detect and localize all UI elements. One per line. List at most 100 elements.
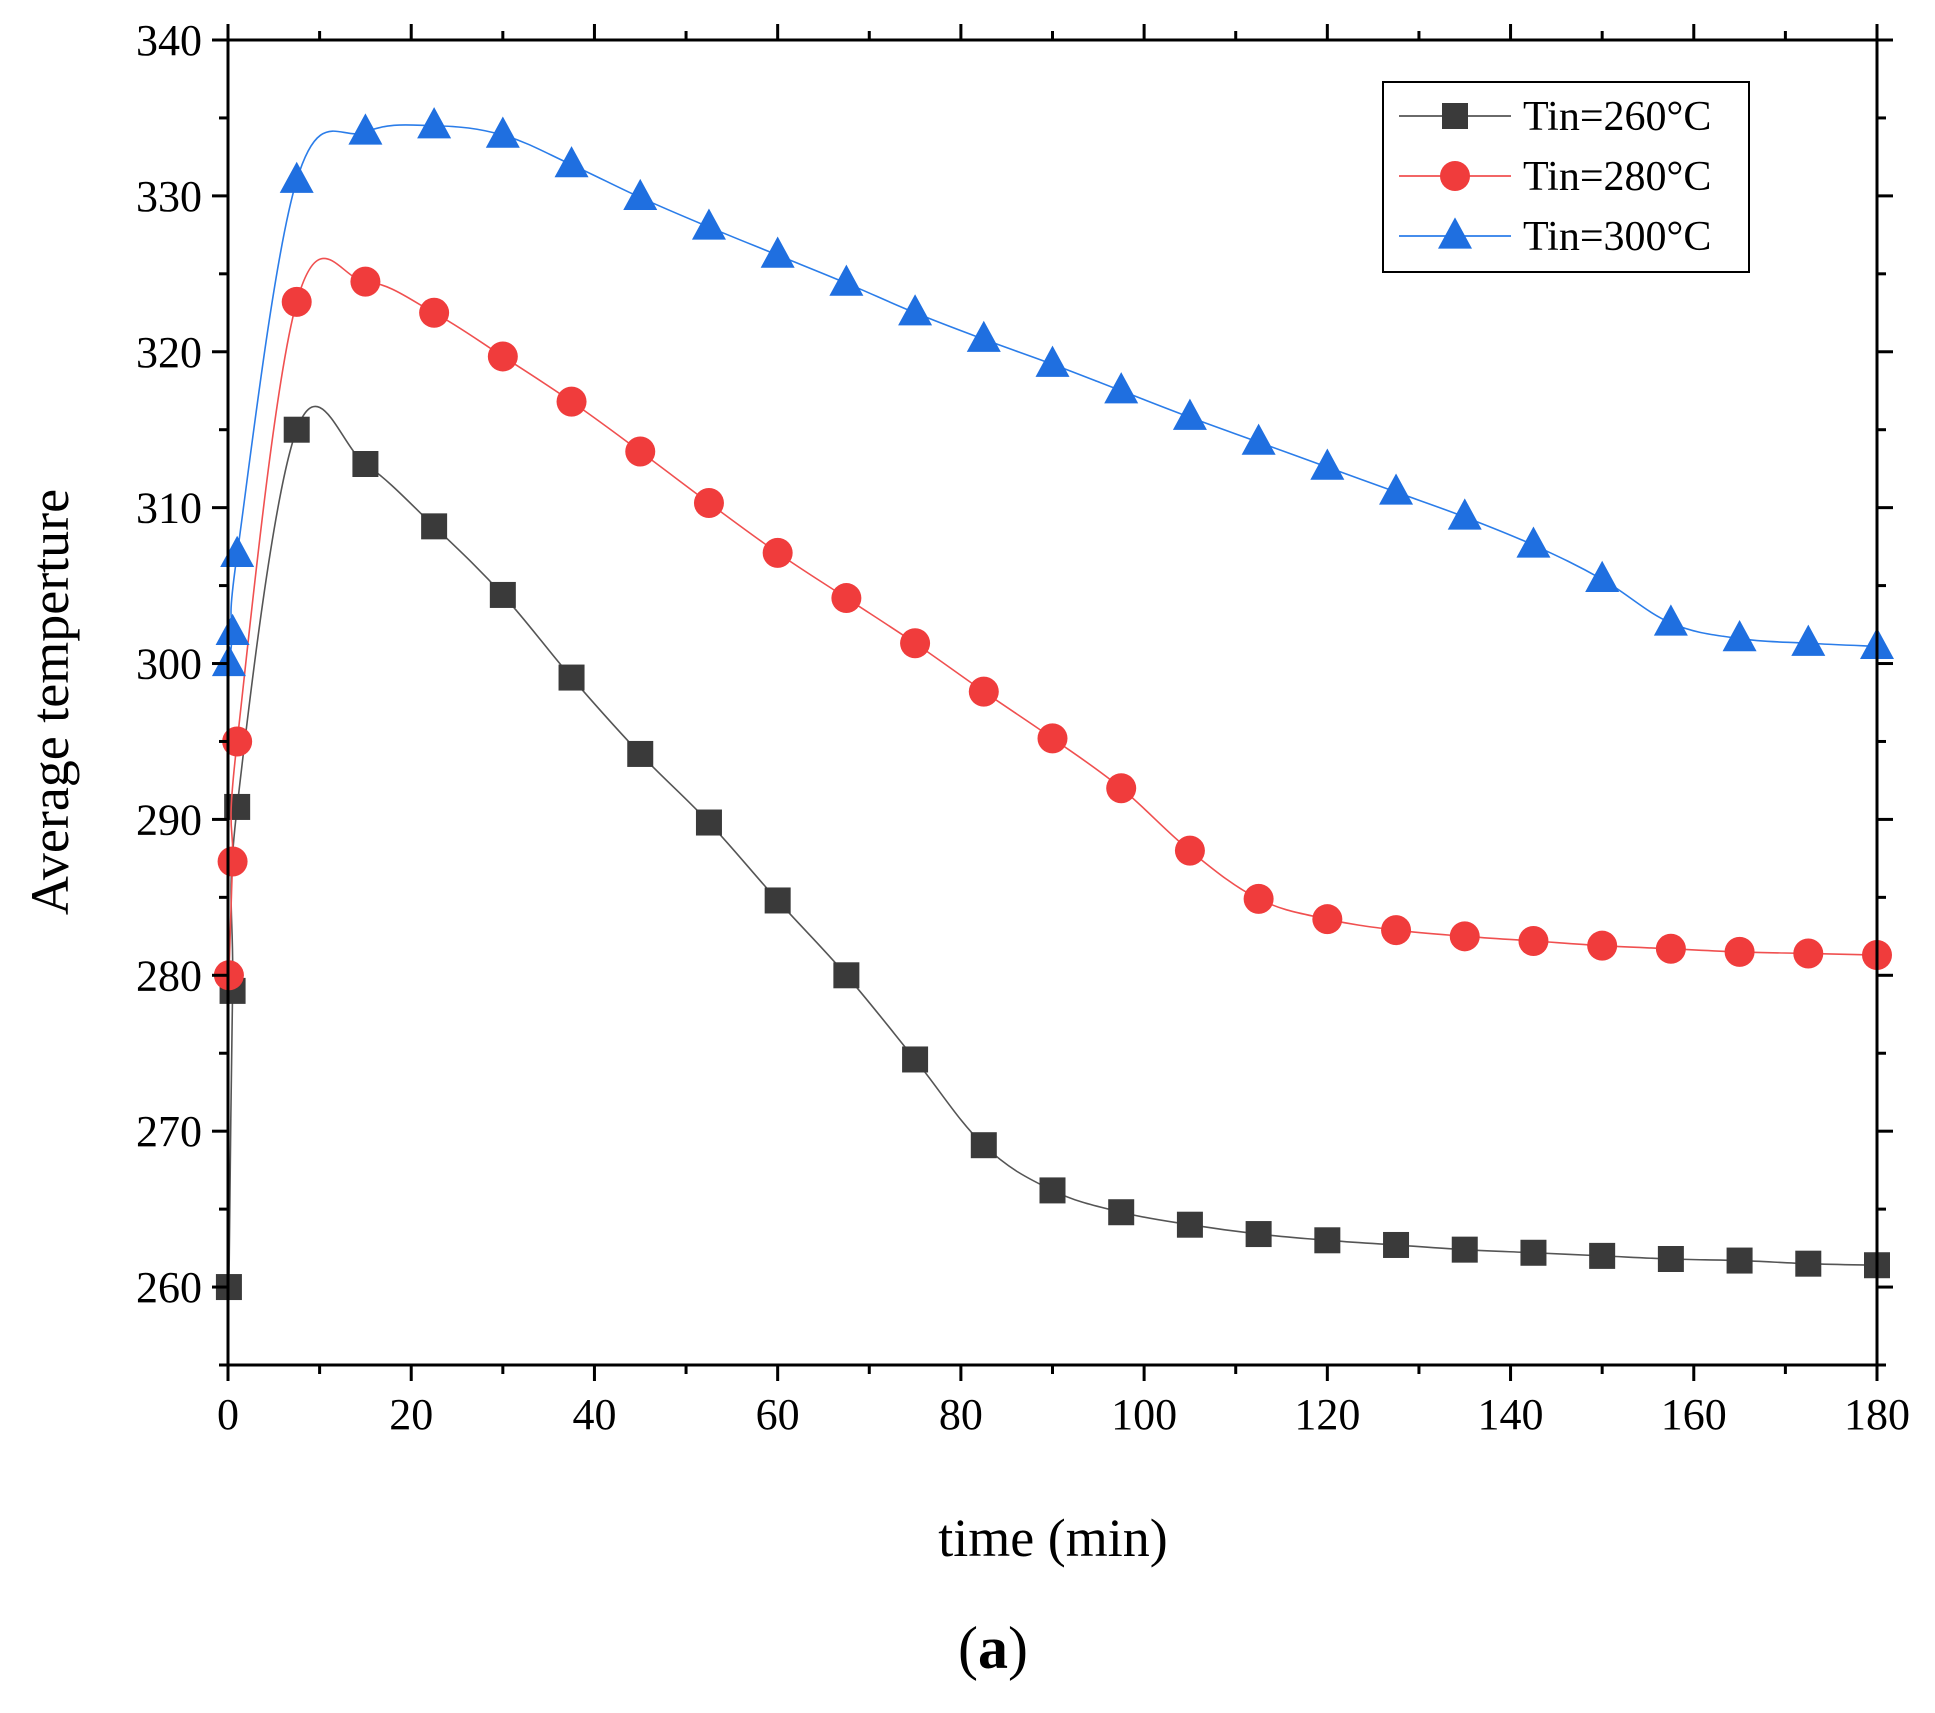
series-1-point-21 (1451, 1236, 1478, 1263)
x-tick-label-10: 180 (1844, 1390, 1910, 1439)
series-1-point-6 (421, 513, 448, 540)
series-3-point-26 (1791, 624, 1826, 656)
series-1-point-4 (283, 416, 310, 443)
figure-caption: (a) (958, 1615, 1028, 1681)
y-tick-label-7: 320 (136, 328, 202, 377)
series-2-point-6 (419, 297, 450, 328)
series-3-point-21 (1447, 498, 1482, 530)
series-1-point-15 (1039, 1177, 1066, 1204)
series-1-point-23 (1589, 1242, 1616, 1269)
series-1-point-20 (1383, 1231, 1410, 1258)
series-1-point-16 (1108, 1199, 1135, 1226)
x-tick-label-8: 140 (1478, 1390, 1544, 1439)
legend-marker-1 (1442, 103, 1468, 129)
series-1-point-24 (1657, 1246, 1684, 1272)
series-1-point-10 (695, 809, 722, 836)
series-3 (211, 107, 1894, 677)
series-2-point-2 (217, 846, 248, 877)
legend-label-2: Tin=280°C (1523, 154, 1711, 200)
series-1-point-7 (489, 581, 516, 608)
series-3-point-13 (898, 294, 933, 326)
series-2-point-17 (1174, 835, 1205, 866)
caption-open-paren: ( (958, 1615, 978, 1681)
x-tick-label-7: 120 (1294, 1390, 1360, 1439)
series-2-point-3 (222, 726, 253, 757)
caption-close-paren: ) (1008, 1615, 1028, 1681)
series-3-point-25 (1722, 619, 1757, 652)
y-tick-label-3: 280 (136, 951, 202, 1000)
series-1-point-9 (627, 740, 654, 767)
series-1-point-14 (970, 1132, 997, 1159)
series-3-point-8 (554, 146, 589, 178)
y-tick-label-4: 290 (136, 795, 202, 844)
series-3-point-16 (1104, 372, 1139, 404)
series-2-point-19 (1312, 904, 1343, 935)
series-1-point-19 (1314, 1227, 1341, 1254)
legend-label-1: Tin=260°C (1523, 94, 1711, 140)
axes-layer: 0 20 40 60 80 100 120 140 160 180 260 270 280 290 300 3… (136, 16, 1910, 1439)
legend-entry-1: Tin=260°C (1399, 94, 1711, 140)
y-tick-label-1: 260 (136, 1263, 202, 1312)
series-1-point-11 (764, 887, 791, 914)
series-2-point-8 (556, 386, 587, 417)
series-3-point-17 (1172, 398, 1207, 430)
x-axis-title: time (min) (938, 1508, 1167, 1568)
legend-entry-2: Tin=280°C (1399, 154, 1711, 200)
series-3-point-22 (1516, 526, 1551, 558)
series-1-point-8 (558, 664, 585, 691)
series-2 (213, 257, 1892, 991)
series-2-point-9 (625, 436, 656, 467)
series-2-point-18 (1243, 883, 1274, 914)
series-3-point-6 (417, 107, 452, 139)
y-tick-label-9: 340 (136, 16, 202, 65)
series-2-point-11 (762, 537, 793, 568)
series-2-point-5 (350, 266, 381, 297)
series-2-point-13 (900, 628, 931, 659)
y-axis-title: Average temperture (20, 489, 80, 915)
series-1-point-22 (1520, 1239, 1547, 1266)
y-tick-label-8: 330 (136, 172, 202, 221)
series-3-point-20 (1379, 473, 1414, 505)
series-3-point-18 (1241, 423, 1276, 455)
series-3-point-12 (829, 264, 864, 296)
series-2-point-20 (1381, 915, 1412, 946)
x-tick-label-4: 60 (756, 1390, 800, 1439)
y-tick-label-6: 310 (136, 484, 202, 533)
series-2-point-15 (1037, 723, 1068, 754)
x-tick-label-6: 100 (1111, 1390, 1177, 1439)
series-2-point-7 (487, 341, 518, 372)
x-tick-label-3: 40 (572, 1390, 616, 1439)
series-1-point-12 (833, 962, 860, 989)
legend-label-3: Tin=300°C (1523, 214, 1711, 260)
series-2-point-22 (1518, 926, 1549, 956)
x-tick-label-9: 160 (1661, 1390, 1727, 1439)
series-2-point-10 (693, 487, 724, 518)
legend-marker-3 (1438, 217, 1472, 249)
series-3-point-5 (348, 113, 383, 145)
series-2-point-23 (1587, 930, 1618, 961)
y-tick-label-2: 270 (136, 1107, 202, 1156)
series-1-point-13 (902, 1046, 929, 1073)
series-2-point-26 (1793, 938, 1824, 969)
series-2-point-12 (831, 583, 862, 614)
series-3-point-24 (1653, 604, 1688, 636)
legend-marker-2 (1440, 161, 1470, 191)
legend: Tin=260°C Tin=280°C Tin=300°C (1382, 81, 1750, 273)
series-2-point-14 (968, 676, 999, 707)
series-3-point-15 (1035, 345, 1070, 377)
series-1-point-26 (1795, 1250, 1822, 1277)
series-2-point-4 (281, 286, 312, 317)
series-3-point-7 (485, 116, 520, 148)
series-3-point-4 (279, 161, 314, 193)
series-1-point-25 (1726, 1247, 1753, 1274)
series-3-point-10 (691, 208, 726, 240)
x-tick-label-2: 20 (389, 1390, 433, 1439)
series-3-point-19 (1310, 448, 1345, 480)
series-2-point-21 (1449, 921, 1480, 952)
x-tick-label-5: 80 (939, 1390, 983, 1439)
series-3-point-23 (1585, 560, 1620, 592)
series-3-point-2 (215, 613, 250, 645)
legend-entry-3: Tin=300°C (1399, 214, 1711, 260)
